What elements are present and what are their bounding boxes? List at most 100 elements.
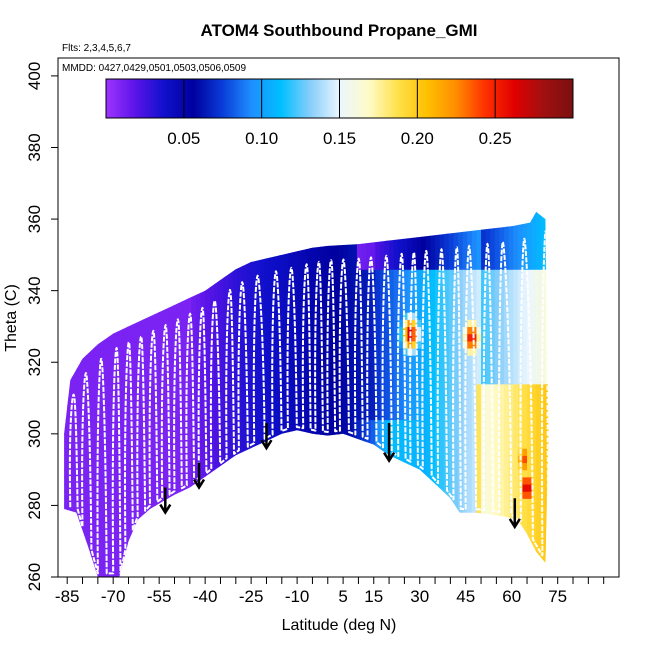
field-cell [71,383,77,392]
field-cell [412,398,418,406]
field-cell [232,390,238,399]
field-cell [439,347,445,356]
field-cell [237,347,243,356]
field-cell [131,476,137,485]
field-cell [214,426,220,435]
field-cell [384,426,390,435]
field-cell [370,383,376,392]
field-cell [182,440,188,449]
field-cell [444,312,450,320]
field-cell [306,262,312,270]
field-cell [412,412,418,421]
field-cell [315,405,321,413]
field-cell [71,491,77,499]
field-cell [140,326,146,335]
field-cell [122,369,128,378]
field-cell [205,433,211,442]
field-cell [209,455,215,464]
field-cell [136,326,142,335]
field-cell [76,433,82,442]
field-cell [379,283,386,292]
field-cell [99,369,105,378]
field-cell [136,491,142,499]
field-cell [435,383,441,392]
field-cell [200,455,206,464]
field-cell [85,462,91,471]
field-cell [297,276,303,285]
field-cell [122,347,128,356]
field-cell [76,405,82,413]
field-cell [241,262,248,270]
field-cell [361,398,367,406]
field-cell [186,355,192,363]
field-cell [159,312,165,320]
field-cell [435,326,441,335]
field-cell [462,369,468,378]
field-cell [448,233,455,242]
field-cell [251,269,257,277]
field-cell [283,262,289,270]
field-cell [241,383,248,392]
field-cell [117,440,123,449]
field-cell [476,254,482,263]
field-cell [145,426,151,435]
field-cell [283,369,289,378]
field-cell [467,577,472,585]
field-cell [172,355,179,363]
field-cell [416,455,422,464]
field-cell [269,340,275,349]
field-cell [71,448,77,456]
field-cell [389,247,395,256]
field-cell [228,376,234,385]
field-cell [103,419,110,428]
field-cell [163,398,169,406]
field-cell [283,333,289,342]
field-cell [159,347,165,356]
field-cell [246,440,252,449]
field-cell [255,333,261,342]
field-cell [320,254,326,263]
field-cell [264,290,271,299]
field-cell [237,412,243,421]
field-cell [416,426,422,435]
field-cell [218,347,225,356]
field-cell [85,383,91,392]
field-cell [467,240,473,249]
field-cell [333,383,340,392]
field-cell [444,240,450,249]
field-cell [145,326,151,335]
field-cell [425,355,432,363]
field-cell [324,426,330,435]
field-cell [205,462,211,471]
field-cell [126,333,133,342]
field-cell [458,476,464,485]
field-cell [425,369,432,378]
field-cell [218,412,225,421]
field-cell [425,254,432,263]
field-cell [430,426,436,435]
field-cell [366,369,372,378]
field-cell [113,469,119,478]
field-cell [292,376,298,385]
field-cell [320,326,326,335]
field-cell [425,319,432,328]
field-cell [228,440,234,449]
field-cell [90,577,95,585]
field-cell [214,369,220,378]
field-cell [439,419,445,428]
field-cell [287,376,294,385]
field-cell [315,247,321,256]
field-cell [85,483,91,492]
field-cell [113,483,119,492]
field-cell [310,347,317,356]
field-cell [246,290,252,299]
field-cell [191,455,197,464]
field-cell [421,340,427,349]
field-cell [393,297,399,306]
field-cell [145,369,151,378]
field-cell [426,577,431,585]
field-cell [453,483,459,492]
field-cell [182,383,188,392]
field-cell [310,304,317,313]
field-cell [467,440,473,449]
